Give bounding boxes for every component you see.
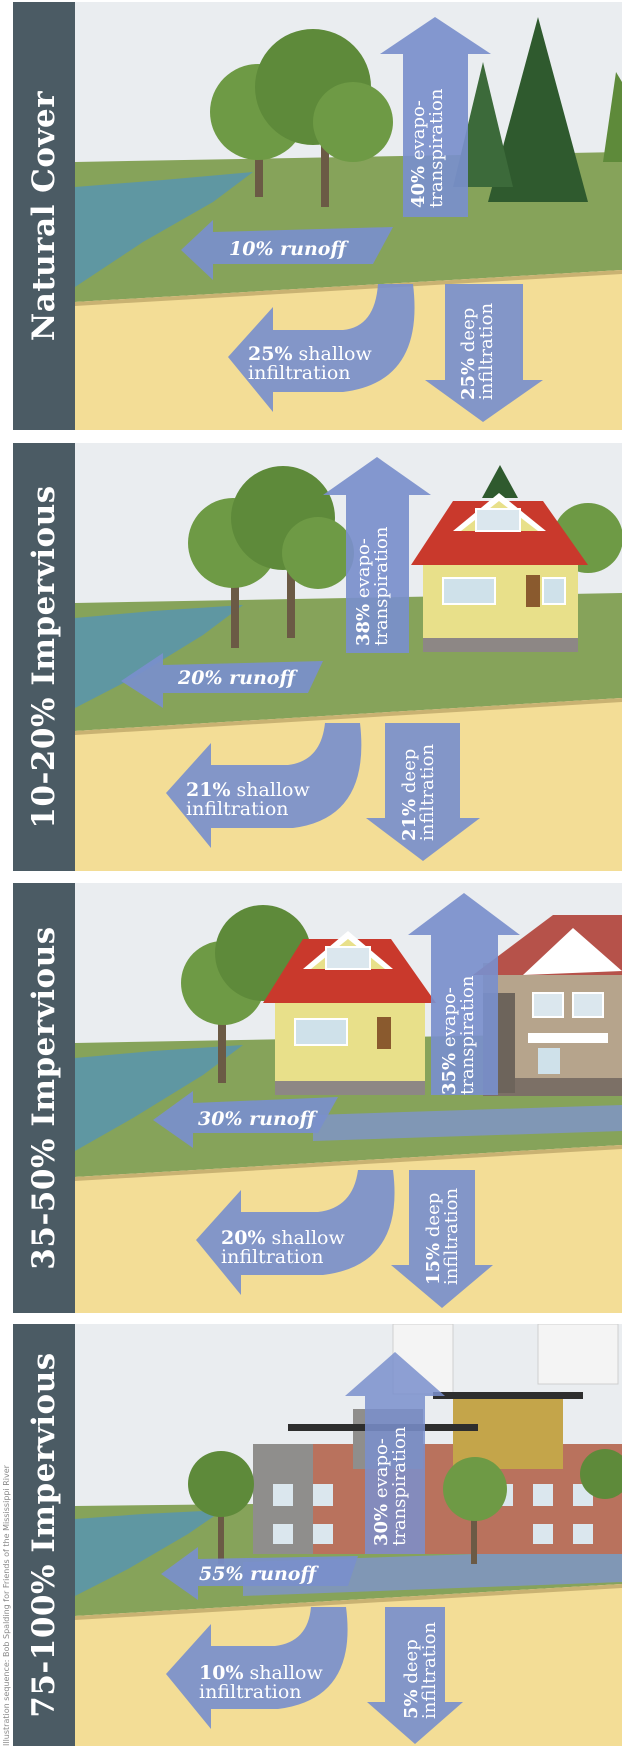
evapotranspiration-arrow (380, 17, 491, 217)
panel-tab: 10-20% Impervious (13, 443, 75, 871)
evapotranspiration-arrow (345, 1352, 445, 1554)
tree-deciduous (188, 465, 622, 648)
evapotranspiration-label: 35% evapo-transpiration (439, 975, 478, 1095)
evapotranspiration-label: 40% evapo-transpiration (408, 88, 447, 208)
house-craftsman (473, 915, 622, 1096)
panel-75-100-impervious: 75-100% Impervious 30% evapo-transpirati… (13, 1324, 622, 1746)
river (75, 172, 253, 287)
shallow-infiltration-arrow (228, 284, 415, 412)
shallow-infiltration-arrow (166, 723, 362, 848)
house-bungalow (411, 493, 588, 652)
scene-75-100-impervious (75, 1324, 622, 1746)
evapotranspiration-arrow (408, 893, 520, 1095)
evapotranspiration-label: 38% evapo-transpiration (353, 526, 392, 646)
deep-infiltration-arrow (425, 284, 543, 422)
shallow-infiltration-arrow (166, 1607, 348, 1729)
shallow-infiltration-label: 20% shallow infiltration (221, 1227, 345, 1268)
shallow-infiltration-label: 25% shallow infiltration (248, 343, 372, 384)
panel-10-20-impervious: 10-20% Impervious 38% evapo-transpiratio… (13, 443, 622, 871)
panel-title: 75-100% Impervious (26, 1352, 62, 1718)
scene-35-50-impervious (75, 883, 622, 1313)
runoff-arrow (181, 220, 393, 280)
deep-infiltration-label: 25% deep infiltration (458, 302, 497, 400)
deep-infiltration-label: 5% deep infiltration (401, 1621, 440, 1719)
scene-10-20-impervious (75, 443, 622, 871)
runoff-label: 10% runoff (229, 238, 347, 260)
deep-infiltration-arrow (391, 1170, 493, 1308)
panel-tab: Natural Cover (13, 2, 75, 430)
shallow-infiltration-label: 21% shallow infiltration (186, 779, 310, 820)
deep-infiltration-arrow (367, 1607, 463, 1744)
panel-tab: 75-100% Impervious (13, 1324, 75, 1746)
shallow-infiltration-label: 10% shallow infiltration (199, 1662, 323, 1703)
panel-title: 35-50% Impervious (26, 926, 62, 1270)
river (75, 1510, 223, 1596)
scene-natural-cover (75, 2, 622, 430)
panel-natural-cover: Natural Cover 40% evapo-transpiration 10… (13, 2, 622, 430)
runoff-label: 55% runoff (199, 1563, 317, 1585)
runoff-arrow (121, 653, 323, 708)
tree-deciduous (210, 29, 393, 207)
deep-infiltration-label: 21% deep infiltration (399, 743, 438, 841)
pavement (313, 1105, 622, 1141)
runoff-label: 30% runoff (198, 1108, 316, 1130)
shallow-infiltration-arrow (196, 1170, 395, 1295)
tree-deciduous (188, 1449, 622, 1564)
panel-tab: 35-50% Impervious (13, 883, 75, 1313)
evapotranspiration-label: 30% evapo-transpiration (371, 1426, 410, 1546)
panel-title: 10-20% Impervious (26, 485, 62, 829)
panel-title: Natural Cover (26, 90, 62, 342)
panel-35-50-impervious: 35-50% Impervious 35% evapo-transpiratio… (13, 883, 622, 1313)
house-bungalow (263, 931, 436, 1095)
river (75, 1045, 243, 1151)
illustration-credit: Illustration sequence: Bob Spalding for … (2, 1465, 11, 1746)
deep-infiltration-arrow (366, 723, 480, 861)
runoff-label: 20% runoff (178, 667, 296, 689)
runoff-arrow (153, 1091, 338, 1148)
runoff-arrow (161, 1547, 358, 1600)
deep-infiltration-label: 15% deep infiltration (423, 1187, 462, 1285)
evapotranspiration-arrow (323, 457, 431, 653)
